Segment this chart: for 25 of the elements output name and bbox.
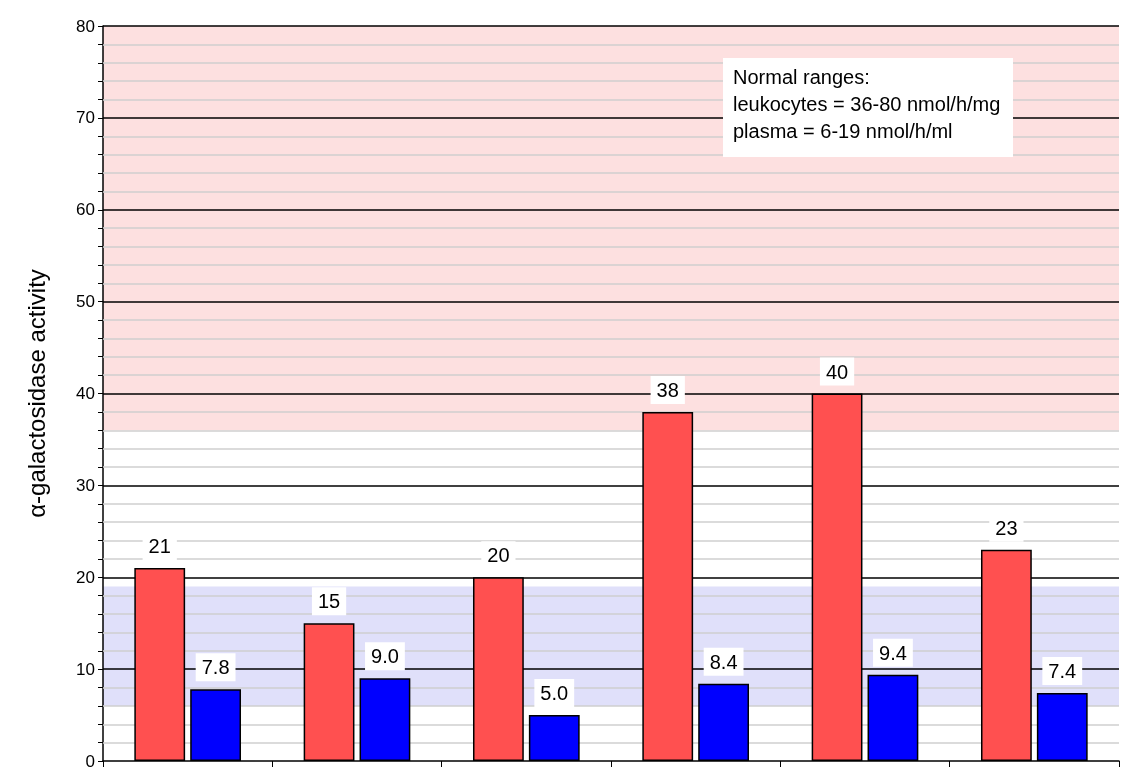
data-label: 15 [317, 590, 341, 613]
data-label: 21 [148, 535, 171, 558]
y-tick-label: 70 [76, 108, 95, 128]
annotation: Normal ranges: [733, 66, 870, 88]
data-label: 8.4 [709, 650, 738, 673]
data-label: 9.4 [879, 641, 907, 664]
y-tick-label: 50 [76, 292, 95, 312]
data-label: 9.0 [371, 645, 399, 668]
y-tick-label: 0 [85, 751, 95, 771]
data-label: 38 [656, 378, 679, 401]
data-label: 20 [487, 544, 510, 567]
data-label: 7.4 [1048, 660, 1077, 683]
data-label: 40 [825, 360, 849, 383]
annotation: leukocytes = 36-80 nmol/h/mg [733, 93, 1001, 115]
data-label: 7.8 [201, 656, 230, 679]
data-label: 23 [995, 516, 1018, 539]
y-tick-label: 40 [76, 384, 95, 403]
y-tick-label: 80 [76, 16, 95, 36]
y-tick-label: 30 [76, 475, 95, 495]
data-label: 5.0 [540, 682, 569, 705]
y-axis-title: α-galactosidase activity [22, 269, 50, 518]
y-tick-label: 20 [76, 567, 95, 587]
y-tick-label: 60 [76, 200, 95, 220]
annotation: plasma = 6-19 nmol/h/ml [733, 120, 953, 142]
y-tick-label: 10 [76, 659, 95, 679]
